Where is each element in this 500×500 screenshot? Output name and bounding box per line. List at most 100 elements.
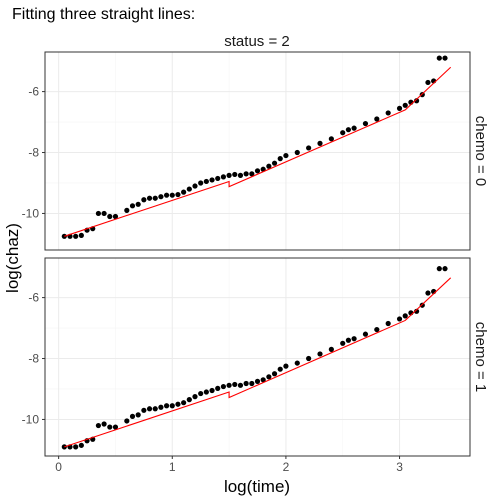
data-point [345,127,352,133]
data-point [306,355,312,362]
data-point [226,172,232,178]
chart-title: Fitting three straight lines: [12,6,195,23]
data-point [146,195,153,201]
data-point [413,98,420,104]
x-tick-label: 2 [283,460,290,474]
data-point [425,290,431,296]
y-axis-title: log(chaz) [3,223,22,293]
data-point [101,421,107,427]
data-point [254,168,261,174]
facet-panel-2: -10 -8 -6 chemo = 1 [22,257,489,457]
data-point [203,389,209,395]
data-point [175,401,181,407]
data-point [152,406,158,412]
data-point [129,413,136,419]
y-tick-label: -8 [28,146,39,160]
data-point [101,210,107,217]
data-point [215,385,221,391]
panel-border [44,257,471,457]
facet-panel-1: -10 -8 -6 chemo = 0 [22,51,489,251]
data-point [249,380,255,387]
x-axis: 0 1 2 3 [55,456,403,474]
data-point [141,197,147,203]
data-point [112,213,119,220]
data-point [192,394,198,400]
data-point [442,266,448,272]
data-point [226,382,232,388]
data-point [294,360,300,366]
data-point [237,172,244,178]
data-point [129,203,136,209]
data-point [283,363,289,369]
data-point [260,377,266,383]
data-point [78,442,84,448]
data-point [192,183,198,189]
data-point [254,378,261,384]
data-point [266,163,272,169]
y-tick-label: -10 [22,206,40,220]
panel-border [44,51,471,251]
data-point [317,140,323,146]
data-point [385,320,391,327]
x-tick-label: 1 [169,460,176,474]
data-point [198,180,204,186]
data-point [78,232,84,238]
data-point [249,171,255,177]
x-axis-title: log(time) [224,477,290,496]
data-point [107,213,113,220]
data-point [317,351,323,357]
data-point [146,406,153,412]
data-point [374,116,380,122]
data-point [232,171,238,178]
x-tick-label: 0 [55,460,62,474]
data-point [402,102,408,108]
row-facet-label: chemo = 1 [472,322,489,392]
data-point [232,381,238,388]
data-point [163,403,170,409]
panel-background [45,52,470,250]
column-facet-label: status = 2 [224,33,289,50]
data-point [385,110,391,116]
data-point [243,380,249,387]
data-point [141,407,147,413]
data-point [107,424,113,430]
data-point [271,160,278,166]
data-point [175,191,181,198]
data-point [436,55,442,61]
data-point [243,171,249,177]
data-point [198,390,204,397]
data-point [340,340,346,346]
data-point [328,346,334,352]
data-point [362,120,369,127]
data-point [181,400,187,406]
data-points [61,55,448,239]
data-point [237,382,244,388]
data-point [277,156,283,162]
data-point [220,383,227,390]
data-point [215,175,221,182]
data-point [425,79,431,86]
data-point [158,404,164,410]
data-point [413,308,420,314]
y-tick-label: -6 [28,85,39,99]
data-point [95,210,102,217]
data-point [203,178,209,185]
data-point [328,136,334,142]
data-point [345,337,352,343]
fitted-line [64,66,452,237]
data-point [163,192,170,198]
data-point [135,412,141,418]
y-tick-label: -10 [22,412,40,426]
data-point [73,233,79,239]
data-point [374,326,380,333]
y-tick-label: -6 [28,291,39,305]
data-point [186,397,192,403]
data-point [283,152,289,159]
data-point [442,55,448,61]
data-point [362,331,369,337]
data-point [158,194,164,200]
data-point [186,186,192,192]
x-tick-label: 3 [396,460,403,474]
data-point [266,374,272,380]
